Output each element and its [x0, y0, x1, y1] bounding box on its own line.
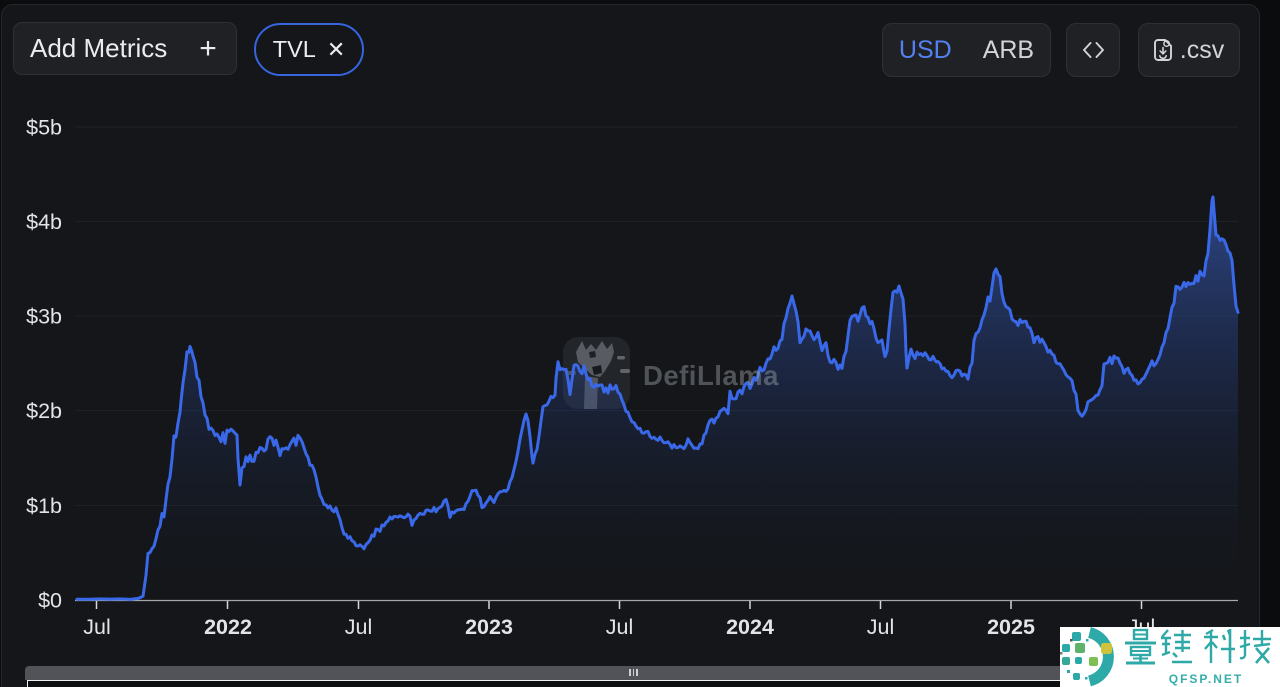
svg-text:2024: 2024	[726, 615, 774, 639]
svg-text:$2b: $2b	[26, 399, 62, 423]
svg-text:Jul: Jul	[83, 615, 110, 639]
svg-text:$5b: $5b	[26, 116, 62, 140]
svg-text:2022: 2022	[204, 615, 252, 639]
svg-text:$4b: $4b	[26, 210, 62, 234]
svg-text:$0: $0	[38, 589, 62, 613]
svg-text:$3b: $3b	[26, 305, 62, 329]
svg-text:$1b: $1b	[26, 494, 62, 518]
svg-text:Jul: Jul	[606, 615, 633, 639]
svg-text:Jul: Jul	[867, 615, 894, 639]
svg-text:2025: 2025	[987, 615, 1035, 639]
svg-text:QFSP.NET: QFSP.NET	[1169, 672, 1243, 686]
svg-text:DefiLlama: DefiLlama	[643, 360, 779, 391]
svg-text:2023: 2023	[465, 615, 513, 639]
svg-text:Jul: Jul	[345, 615, 372, 639]
